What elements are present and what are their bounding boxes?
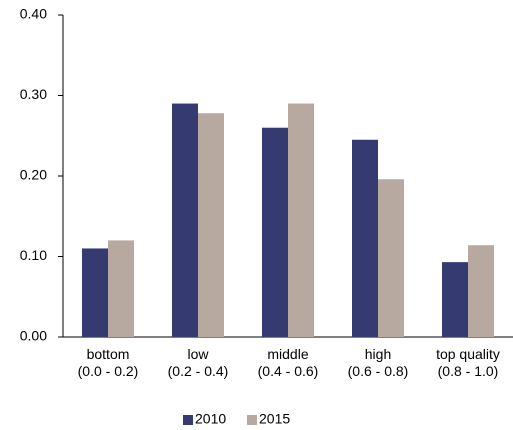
bar <box>288 103 314 337</box>
bar <box>352 139 378 337</box>
bar <box>468 245 494 337</box>
bar <box>262 127 288 337</box>
x-tick-label: middle (0.4 - 0.6) <box>257 346 319 379</box>
y-tick-label: 0.30 <box>20 86 47 102</box>
bar <box>442 262 468 337</box>
legend-label: 2010 <box>195 411 226 427</box>
x-tick-label: low (0.2 - 0.4) <box>167 346 229 379</box>
legend-label: 2015 <box>259 411 290 427</box>
legend-swatch <box>183 415 193 425</box>
bar <box>378 179 404 337</box>
bar <box>198 113 224 338</box>
bar <box>108 240 134 337</box>
x-tick-label: high (0.6 - 0.8) <box>347 346 409 379</box>
bar <box>82 248 108 337</box>
y-tick-label: 0.20 <box>20 167 47 183</box>
y-tick-label: 0.00 <box>20 328 47 344</box>
y-tick-label: 0.10 <box>20 247 47 263</box>
x-tick-label: top quality (0.8 - 1.0) <box>436 346 500 379</box>
legend-swatch <box>247 415 257 425</box>
bar <box>172 103 198 337</box>
x-tick-label: bottom (0.0 - 0.2) <box>77 346 139 379</box>
y-tick-label: 0.40 <box>20 6 47 22</box>
